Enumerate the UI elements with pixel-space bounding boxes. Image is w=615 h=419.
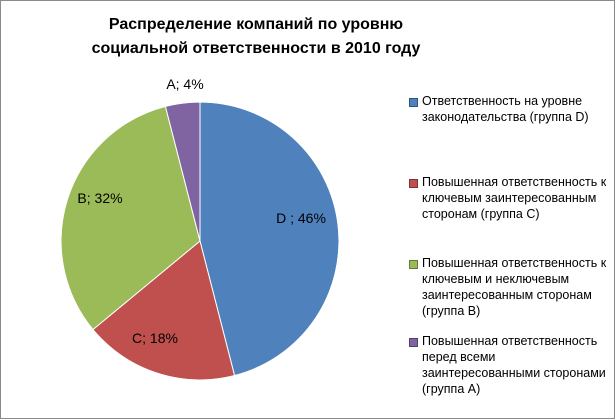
slice-label-b: B; 32%: [77, 190, 122, 206]
pie-slices: [60, 101, 340, 381]
legend-swatch-d: [409, 98, 418, 107]
legend-label-a: Повышенная ответственность перед всеми з…: [422, 334, 606, 396]
legend-label-b: Повышенная ответственность к ключевым и …: [422, 256, 607, 318]
legend-label-d: Ответственность на уровне законодательст…: [422, 94, 589, 124]
chart-title: Распределение компаний по уровню социаль…: [91, 16, 421, 57]
slice-label-a: A; 4%: [166, 76, 203, 92]
legend-item-c: Повышенная ответственность к ключевым за…: [409, 174, 613, 222]
legend-swatch-b: [409, 260, 418, 269]
legend-swatch-a: [409, 338, 418, 347]
pie-labels: D ; 46% C; 18% B; 32% A; 4%: [77, 76, 325, 346]
legend-item-b: Повышенная ответственность к ключевым и …: [409, 255, 613, 319]
legend-item-a: Повышенная ответственность перед всеми з…: [409, 333, 613, 397]
legend-label-c: Повышенная ответственность к ключевым за…: [422, 175, 607, 221]
legend-item-d: Ответственность на уровне законодательст…: [409, 93, 613, 125]
slice-label-d: D ; 46%: [276, 210, 326, 226]
slice-label-c: C; 18%: [132, 330, 178, 346]
pie-outline: [60, 101, 340, 381]
legend-swatch-c: [409, 179, 418, 188]
